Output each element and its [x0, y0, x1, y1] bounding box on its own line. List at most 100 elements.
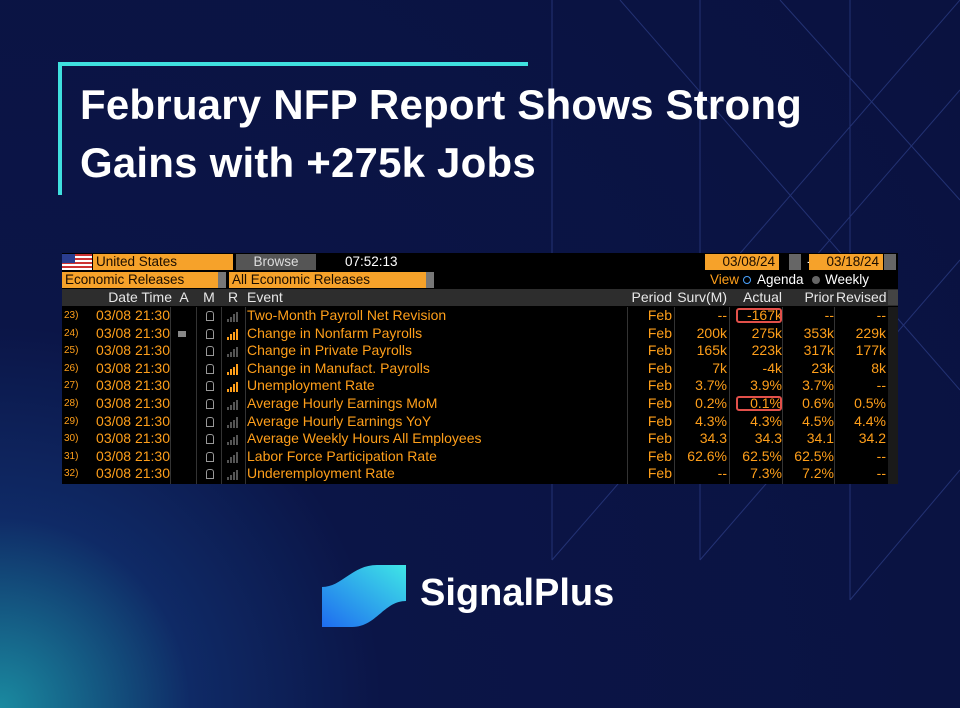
dropdown-arrow[interactable] — [218, 272, 226, 288]
dropdown-arrow[interactable] — [426, 272, 434, 288]
cell-period: Feb — [647, 324, 672, 341]
cell-period: Feb — [647, 359, 672, 376]
importance-bar — [230, 386, 232, 393]
cell-period: Feb — [647, 307, 672, 323]
cell-actual: 223k — [751, 342, 782, 359]
column-header: Actual — [743, 289, 782, 305]
importance-bar — [230, 316, 232, 322]
radio[interactable] — [812, 276, 820, 284]
importance-bar — [230, 334, 232, 340]
row-number: 27) — [64, 380, 79, 392]
view-weekly[interactable]: Weekly — [825, 272, 870, 287]
importance-bar — [227, 424, 229, 428]
cell-actual: 62.5% — [742, 447, 782, 464]
date-to[interactable]: 03/18/24 — [809, 254, 883, 270]
country-field[interactable]: United States — [93, 254, 233, 270]
column-header: Surv(M) — [677, 289, 727, 305]
cell-actual: 7.3% — [750, 465, 782, 482]
column-header: M — [203, 289, 215, 305]
date-from[interactable]: 03/08/24 — [705, 254, 779, 270]
cell-surv: 4.3% — [695, 412, 727, 429]
importance-bar — [230, 369, 232, 375]
cell-prior: 23k — [811, 359, 834, 376]
importance-bar — [230, 422, 232, 428]
browse-button[interactable]: Browse — [236, 254, 316, 270]
scroll-up — [888, 290, 898, 305]
radio-selected[interactable] — [743, 276, 751, 284]
cell-actual: 34.3 — [754, 430, 782, 447]
brand-name: SignalPlus — [420, 572, 615, 614]
column-header: Prior — [804, 289, 834, 305]
calendar-button[interactable] — [789, 254, 801, 270]
cell-event: Change in Manufact. Payrolls — [247, 359, 430, 376]
cell-event: Underemployment Rate — [247, 465, 395, 482]
column-divider — [834, 307, 835, 484]
bell-icon — [206, 311, 214, 321]
importance-bar — [236, 364, 238, 375]
importance-bar — [233, 402, 235, 410]
row-number: 23) — [64, 310, 79, 321]
cell-period: Feb — [647, 430, 672, 447]
category-dropdown[interactable]: Economic Releases — [62, 272, 226, 288]
column-divider — [170, 307, 171, 484]
row-number: 28) — [64, 398, 79, 409]
importance-bar — [233, 384, 235, 393]
cell-revised: 34.2 — [858, 430, 886, 447]
date-time: 03/08 21:30 — [96, 395, 170, 411]
importance-bar — [227, 477, 229, 481]
date-time: 03/08 21:30 — [96, 412, 170, 429]
cell-prior: 7.2% — [802, 465, 834, 482]
column-header: A — [179, 289, 189, 305]
cell-surv: 62.6% — [687, 447, 727, 464]
cell-revised: 4.4% — [854, 412, 886, 429]
date-time: 03/08 21:30 — [96, 377, 170, 394]
cell-revised: -- — [876, 307, 886, 323]
cell-event: Unemployment Rate — [247, 377, 375, 394]
importance-bar — [236, 417, 238, 428]
importance-bar — [233, 472, 235, 481]
date-time: 03/08 21:30 — [96, 359, 170, 376]
row-number: 25) — [64, 345, 79, 357]
filter-dropdown[interactable]: All Economic Releases — [229, 272, 434, 288]
row-number: 32) — [64, 468, 79, 480]
calendar-button[interactable] — [884, 254, 896, 270]
importance-bar — [233, 437, 235, 446]
column-divider — [245, 307, 246, 484]
cell-surv: 34.3 — [699, 430, 727, 447]
scrollbar — [888, 307, 898, 484]
importance-bar — [233, 349, 235, 358]
flag-icon — [62, 254, 92, 270]
cell-surv: 165k — [696, 342, 727, 359]
importance-bar — [227, 354, 229, 358]
importance-bar — [236, 346, 238, 358]
cell-revised: 8k — [871, 359, 886, 376]
cell-surv: 3.7% — [695, 377, 727, 394]
cell-surv: 0.2% — [695, 395, 727, 411]
cell-revised: -- — [876, 465, 886, 482]
cell-revised: 229k — [855, 324, 886, 341]
cell-event: Average Weekly Hours All Employees — [247, 430, 482, 447]
bell-icon — [206, 469, 214, 480]
importance-bar — [236, 469, 238, 481]
row-number: 29) — [64, 415, 79, 427]
view-agenda[interactable]: Agenda — [757, 272, 804, 287]
importance-bar — [236, 434, 238, 446]
cell-event: Average Hourly Earnings MoM — [247, 395, 438, 411]
row-number: 24) — [64, 327, 79, 339]
header-row — [62, 289, 898, 306]
date-time: 03/08 21:30 — [96, 324, 170, 341]
date-time: 03/08 21:30 — [96, 342, 170, 359]
importance-bar — [230, 351, 232, 358]
importance-bar — [227, 371, 229, 375]
cell-actual: 275k — [751, 324, 782, 341]
column-divider — [674, 307, 675, 484]
cell-prior: 0.6% — [802, 395, 834, 411]
cell-period: Feb — [647, 342, 672, 359]
importance-bar — [230, 457, 232, 463]
bell-icon — [206, 399, 214, 409]
date-time: 03/08 21:30 — [96, 430, 170, 447]
importance-bar — [233, 366, 235, 375]
importance-bar — [236, 452, 238, 463]
bell-icon — [206, 451, 214, 462]
importance-bar — [227, 442, 229, 446]
